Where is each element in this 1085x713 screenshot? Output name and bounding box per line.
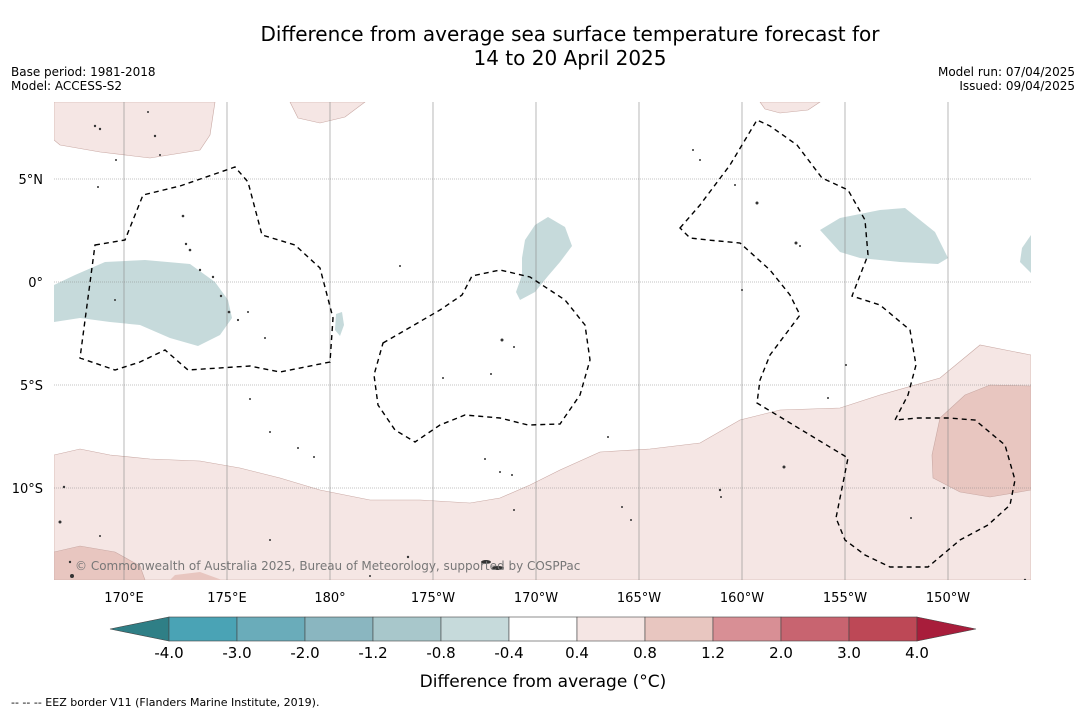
eez-borders xyxy=(79,119,1016,568)
eez-border-kiribati-gilbert xyxy=(79,166,334,373)
latitude-labels: 5°N 0° 5°S 10°S xyxy=(12,173,43,497)
cb-tick-5: -0.8 xyxy=(426,644,455,662)
colorbar-bin-4 xyxy=(372,616,442,642)
longitude-labels: 170°E 175°E 180° 175°W 170°W 165°W 160°W… xyxy=(104,591,970,606)
map-panel xyxy=(54,102,1031,580)
lon-label-175w: 175°W xyxy=(411,591,455,606)
colorbar-bin-3 xyxy=(304,616,374,642)
warm-region-north-2 xyxy=(759,102,821,114)
cb-tick-10: 2.0 xyxy=(769,644,793,662)
cool-region-west xyxy=(54,260,232,346)
cool-region-central xyxy=(516,217,572,300)
cb-tick-11: 3.0 xyxy=(837,644,861,662)
colorbar-bin-5 xyxy=(440,616,510,642)
title-line-2: 14 to 20 April 2025 xyxy=(473,46,667,70)
cb-tick-1: -4.0 xyxy=(154,644,183,662)
colorbar-bin-7 xyxy=(576,616,646,642)
colorbar-bin-8 xyxy=(644,616,714,642)
colorbar-ticks: -4.0 -3.0 -2.0 -1.2 -0.8 -0.4 0.4 0.8 1.… xyxy=(154,644,929,662)
warm-region-northwest xyxy=(54,102,216,159)
islands xyxy=(58,111,1027,580)
cb-tick-4: -1.2 xyxy=(358,644,387,662)
colorbar-bin-6 xyxy=(508,616,578,642)
lat-label-10s: 10°S xyxy=(12,482,43,497)
colorbar-bin-11 xyxy=(848,616,918,642)
warm-region-north-1 xyxy=(289,102,366,124)
meta-right: Model run: 07/04/2025 Issued: 09/04/2025 xyxy=(938,65,1075,93)
warm-region-southwest xyxy=(54,545,146,580)
copyright-notice: © Commonwealth of Australia 2025, Bureau… xyxy=(75,559,580,573)
cool-region-small xyxy=(335,312,344,336)
lon-label-175e: 175°E xyxy=(207,591,247,606)
lat-label-5s: 5°S xyxy=(20,379,43,394)
cb-tick-8: 0.8 xyxy=(633,644,657,662)
eez-legend-note: -- -- -- EEZ border V11 (Flanders Marine… xyxy=(11,696,319,709)
lon-label-160w: 160°W xyxy=(720,591,764,606)
colorbar-bin-2 xyxy=(236,616,306,642)
lon-label-165w: 165°W xyxy=(617,591,661,606)
model-name: Model: ACCESS-S2 xyxy=(11,79,123,93)
lon-label-170e: 170°E xyxy=(104,591,144,606)
cb-tick-7: 0.4 xyxy=(565,644,589,662)
model-run: Model run: 07/04/2025 xyxy=(937,65,1075,79)
issued-date: Issued: 09/04/2025 xyxy=(959,79,1075,93)
eez-border-phoenix xyxy=(373,269,591,443)
map-title: Difference from average sea surface temp… xyxy=(0,22,1085,70)
colorbar-extend-low xyxy=(109,616,170,642)
lon-label-180: 180° xyxy=(314,591,345,606)
cb-tick-9: 1.2 xyxy=(701,644,725,662)
warm-region-southeast xyxy=(931,384,1031,498)
base-period: Base period: 1981-2018 xyxy=(11,65,156,79)
lon-label-150w: 150°W xyxy=(926,591,970,606)
meta-left: Base period: 1981-2018 Model: ACCESS-S2 xyxy=(11,65,156,93)
eez-border-line-islands xyxy=(679,119,1016,568)
cb-tick-12: 4.0 xyxy=(905,644,929,662)
colorbar-bin-10 xyxy=(780,616,850,642)
lat-label-5n: 5°N xyxy=(19,173,44,188)
colorbar-label: Difference from average (°C) xyxy=(420,672,667,692)
cb-tick-2: -3.0 xyxy=(222,644,251,662)
graticule xyxy=(54,102,1031,580)
cb-tick-6: -0.4 xyxy=(494,644,523,662)
colorbar xyxy=(109,616,977,642)
cb-tick-3: -2.0 xyxy=(290,644,319,662)
colorbar-bin-1 xyxy=(168,616,238,642)
colorbar-extend-high xyxy=(916,616,977,642)
cool-region-east xyxy=(820,208,948,264)
lat-label-0: 0° xyxy=(28,276,43,291)
lon-label-155w: 155°W xyxy=(823,591,867,606)
cool-region-far-east xyxy=(1020,235,1031,273)
colorbar-bin-9 xyxy=(712,616,782,642)
title-line-1: Difference from average sea surface temp… xyxy=(260,22,880,46)
warm-region-south xyxy=(54,344,1031,580)
warm-region-south-small xyxy=(170,572,222,580)
lon-label-170w: 170°W xyxy=(514,591,558,606)
